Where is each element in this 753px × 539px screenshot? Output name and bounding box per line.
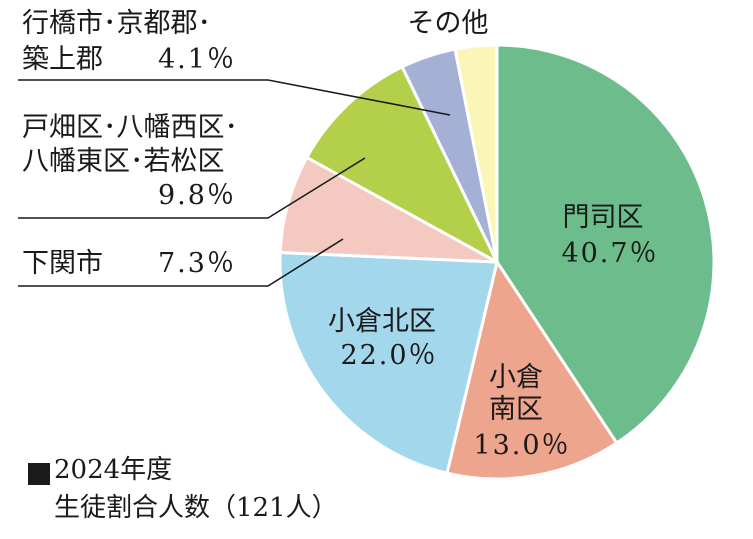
pie-slices	[278, 43, 716, 481]
slice-value-kokuraminami: 13.0％	[473, 430, 570, 461]
slice-label-monji: 門司区	[563, 202, 644, 233]
pie-slice-kokurakita	[278, 250, 499, 475]
slice-label-kokurakita: 小倉北区	[328, 306, 436, 337]
slice-label-yukuhashi-2: 築上郡	[22, 44, 103, 75]
slice-label-sonota: その他	[408, 8, 489, 39]
slice-value-yukuhashi: 4.1％	[158, 44, 236, 75]
pie-slice-shimonoseki	[278, 155, 498, 264]
slice-label-tobata-2: 八幡東区･若松区	[22, 146, 225, 177]
slice-value-kokurakita: 22.0％	[340, 340, 437, 371]
slice-label-kokuraminami-1: 小倉	[489, 362, 543, 393]
pie-slice-kokuraminami	[445, 258, 619, 481]
slice-label-kokuraminami-2: 南区	[489, 394, 543, 425]
leader-line-shimonoseki	[18, 238, 344, 287]
leader-line-yukuhashi	[18, 79, 451, 116]
slice-value-monji: 40.7％	[561, 238, 658, 269]
leader-line-tobata	[18, 157, 366, 219]
leader-lines	[18, 79, 451, 287]
legend-caption: 生徒割合人数（121人）	[54, 493, 338, 523]
slice-value-shimonoseki: 7.3％	[158, 248, 236, 279]
slice-label-yukuhashi-1: 行橋市･京都郡･	[22, 8, 211, 39]
slice-label-shimonoseki: 下関市	[22, 248, 103, 279]
slice-label-tobata-1: 戸畑区･八幡西区･	[22, 112, 238, 143]
pie-slice-tobata	[304, 64, 501, 266]
legend-year: 2024年度	[54, 455, 173, 485]
legend-marker	[28, 463, 50, 485]
pie-slice-sonota	[453, 43, 499, 263]
slice-value-tobata: 9.8％	[158, 180, 236, 211]
